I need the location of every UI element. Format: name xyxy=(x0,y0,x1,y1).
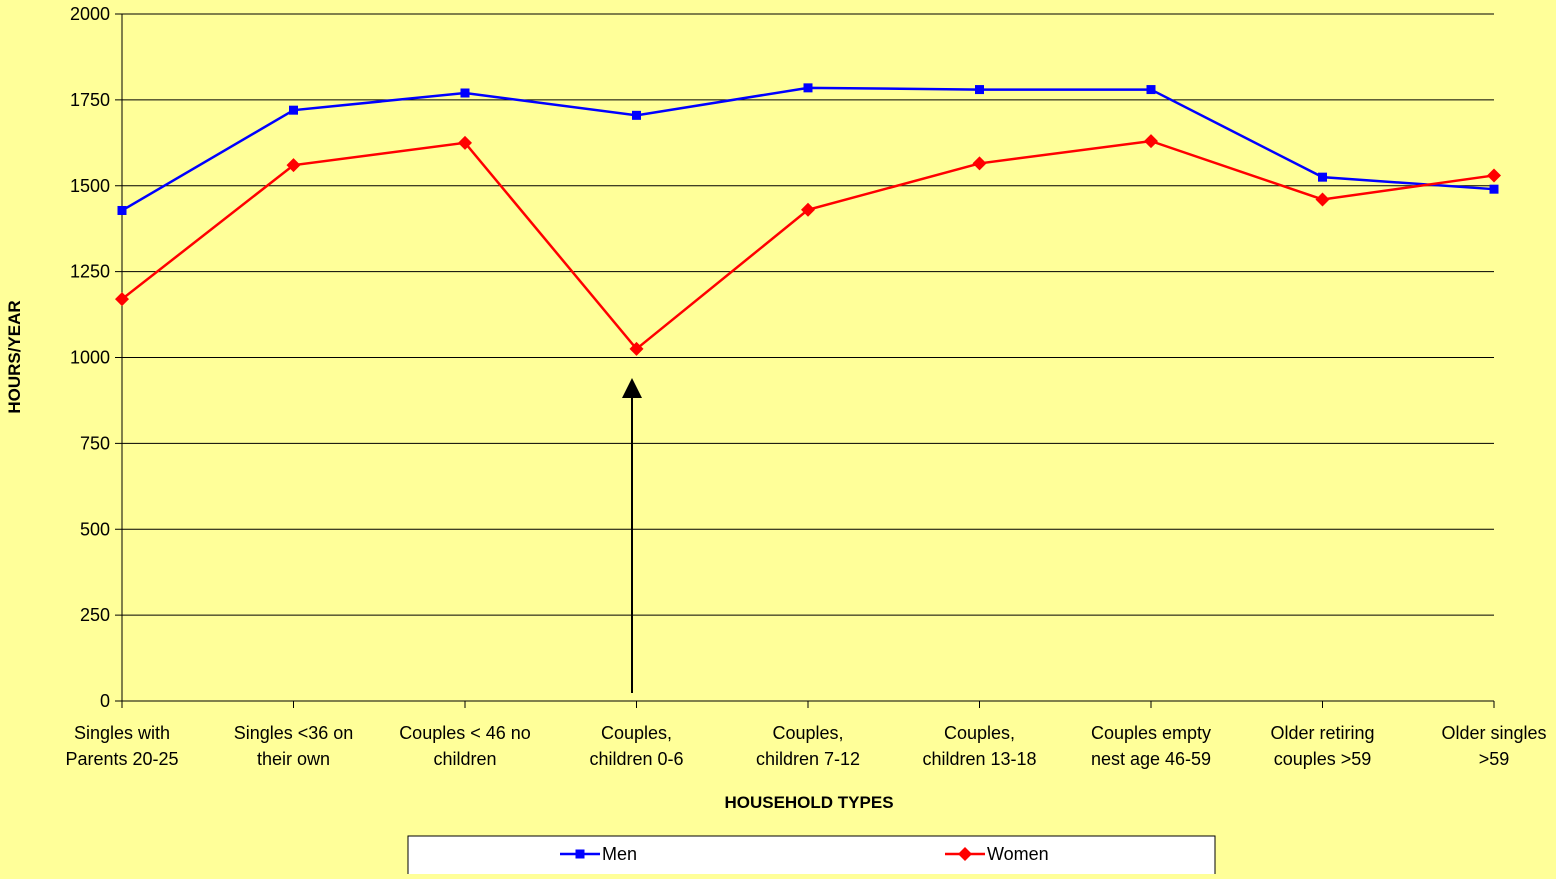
legend-label: Men xyxy=(602,844,637,864)
marker xyxy=(801,202,815,217)
marker xyxy=(1489,184,1499,194)
y-axis-title: HOURS/YEAR xyxy=(5,300,24,413)
marker xyxy=(1318,172,1327,182)
y-tick-label: 250 xyxy=(80,605,110,625)
x-tick-label: Couples < 46 no children xyxy=(399,723,531,769)
legend-label: Women xyxy=(987,844,1049,864)
x-tick-label: Couples, children 7-12 xyxy=(756,723,860,769)
marker xyxy=(460,88,470,98)
x-axis-title: HOUSEHOLD TYPES xyxy=(724,793,893,812)
marker xyxy=(115,292,129,307)
y-tick-label: 500 xyxy=(80,519,110,539)
marker xyxy=(1144,134,1158,149)
y-tick-label: 1500 xyxy=(70,176,110,196)
marker xyxy=(1146,85,1156,95)
marker xyxy=(632,110,641,120)
marker xyxy=(117,205,127,215)
legend-marker xyxy=(575,849,585,859)
x-tick-label: Singles <36 on their own xyxy=(234,723,354,769)
y-tick-label: 2000 xyxy=(70,4,110,24)
legend-box xyxy=(407,835,1216,877)
x-tick-label: Older retiring couples >59 xyxy=(1270,723,1374,769)
x-tick-label: Older singles >59 xyxy=(1441,723,1546,769)
marker xyxy=(1315,192,1330,207)
marker xyxy=(458,135,472,150)
marker xyxy=(629,341,644,356)
y-tick-label: 750 xyxy=(80,433,110,453)
x-tick-label: Singles with Parents 20-25 xyxy=(65,723,178,769)
y-tick-label: 1000 xyxy=(70,348,110,368)
y-tick-label: 0 xyxy=(100,691,110,711)
x-tick-label: Couples empty nest age 46-59 xyxy=(1091,723,1211,769)
marker xyxy=(289,105,298,115)
marker xyxy=(972,156,987,171)
marker xyxy=(803,83,813,93)
y-tick-label: 1250 xyxy=(70,262,110,282)
marker xyxy=(286,158,301,173)
x-tick-label: Couples, children 13-18 xyxy=(922,723,1036,769)
marker xyxy=(1487,168,1501,183)
y-tick-label: 1750 xyxy=(70,90,110,110)
marker xyxy=(975,85,984,95)
x-tick-label: Couples, children 0-6 xyxy=(589,723,683,769)
legend-marker xyxy=(958,847,972,861)
